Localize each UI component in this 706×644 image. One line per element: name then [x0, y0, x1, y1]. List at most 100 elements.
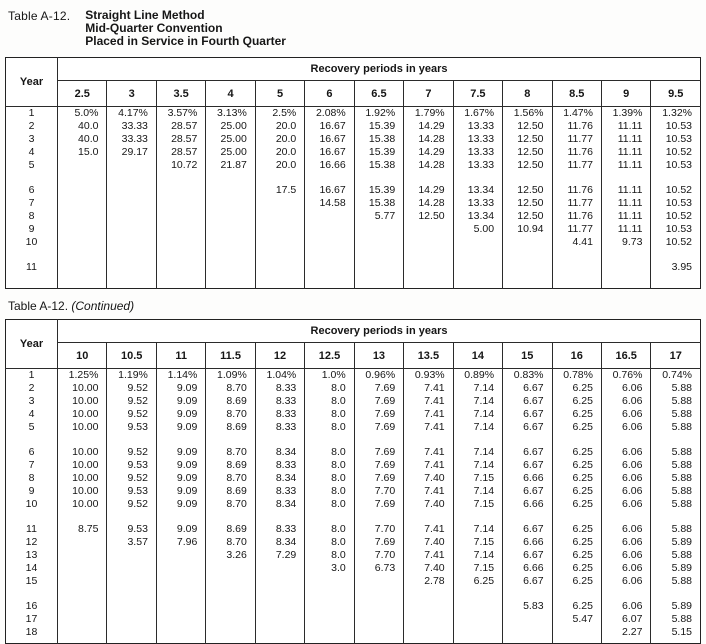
- spacer-cell: [601, 588, 652, 600]
- group-spacer-row: [5, 588, 701, 600]
- value-cell: 8.0: [304, 459, 355, 472]
- value-cell: 20.0: [255, 133, 306, 146]
- value-cell: 7.69: [354, 472, 405, 485]
- value-cell: 10.00: [57, 446, 108, 459]
- value-cell: 20.0: [255, 159, 306, 172]
- title-line-convention: Mid-Quarter Convention: [85, 21, 223, 35]
- value-cell: [156, 210, 207, 223]
- value-cell: 13.33: [453, 120, 504, 133]
- year-row: 1 5.0% 4.17% 3.57% 3.13% 2.5% 2.08% 1.92% 1.79% 1…: [5, 106, 701, 120]
- year-cell: 10: [5, 236, 58, 249]
- year-cell: 14: [5, 562, 58, 575]
- year-row: 3 40.0 33.33 28.57 25.00 20.0 16.67 15.38 14.28 1…: [5, 133, 701, 146]
- spacer-cell: [354, 588, 405, 600]
- period-column-header: 8.5: [552, 80, 602, 107]
- value-cell: [453, 261, 504, 274]
- value-cell: 8.0: [304, 395, 355, 408]
- value-cell: 7.70: [354, 523, 405, 536]
- value-cell: 33.33: [106, 120, 157, 133]
- spacer-cell: [205, 639, 256, 644]
- value-cell: 28.57: [156, 120, 207, 133]
- value-cell: 7.14: [453, 523, 504, 536]
- value-cell: [57, 184, 108, 197]
- year-row: 5 10.00 9.53 9.09 8.69 8.33 8.0 7.69 7.41 7.14 6.6…: [5, 421, 701, 434]
- value-cell: 6.67: [502, 382, 553, 395]
- spacer-cell: [552, 249, 602, 261]
- value-cell: 7.40: [403, 536, 454, 549]
- value-cell: 11.11: [601, 184, 652, 197]
- value-cell: [57, 159, 108, 172]
- value-cell: 5.89: [671, 562, 692, 574]
- value-cell: 6.06: [601, 446, 652, 459]
- spacer-cell: [255, 249, 306, 261]
- spacer-cell: [403, 249, 454, 261]
- value-cell: [304, 210, 355, 223]
- year-cell: 7: [5, 459, 58, 472]
- value-cell: 17.5: [255, 184, 306, 197]
- year-row: 3 10.00 9.52 9.09 8.69 8.33 8.0 7.69 7.41 7.14 6.6…: [5, 395, 701, 408]
- value-cell: [57, 223, 108, 236]
- group-spacer-row: [5, 274, 701, 289]
- value-cell: 10.52: [665, 236, 692, 248]
- value-cell: 29.17: [106, 146, 157, 159]
- value-cell: 1.0%: [304, 368, 355, 382]
- period-column-header: 14: [453, 342, 504, 369]
- value-cell: 25.00: [205, 146, 256, 159]
- value-cell: 11.11: [601, 210, 652, 223]
- value-cell: 8.70: [205, 382, 256, 395]
- spacer-cell: [255, 434, 306, 446]
- spacer-cell: [57, 172, 108, 184]
- year-cell: 9: [5, 485, 58, 498]
- period-column-header: 7: [403, 80, 454, 107]
- spacer-cell: [57, 274, 108, 289]
- value-cell: [106, 223, 157, 236]
- value-cell: 5.88: [671, 421, 692, 433]
- spacer-cell: [651, 172, 701, 184]
- value-cell: 7.69: [354, 536, 405, 549]
- spacer-cell: [651, 639, 701, 644]
- value-cell: 5.89: [671, 600, 692, 612]
- value-cell: [304, 223, 355, 236]
- period-column-header: 7.5: [453, 80, 504, 107]
- value-cell: [57, 536, 108, 549]
- value-cell: 15.39: [354, 184, 405, 197]
- spacer-cell: [255, 274, 306, 289]
- year-row: 8 10.00 9.52 9.09 8.70 8.34 8.0 7.69 7.40 7.15 6.6…: [5, 472, 701, 485]
- year-row: 14 3.0 6.73 7.40 7.15 6.66 6.25 6.06 5.89: [5, 562, 701, 575]
- period-column-header: 4: [205, 80, 256, 107]
- value-cell: [106, 600, 157, 613]
- value-cell: 6.25: [552, 575, 602, 588]
- value-cell: [205, 600, 256, 613]
- value-cell: 5.88: [671, 523, 692, 535]
- spacer-cell: [57, 434, 108, 446]
- value-cell: 1.79%: [403, 106, 454, 120]
- value-cell: 10.52: [665, 210, 692, 222]
- value-cell: 8.69: [205, 459, 256, 472]
- spacer-cell: [453, 172, 504, 184]
- value-cell: 6.25: [552, 600, 602, 613]
- value-cell: 7.69: [354, 421, 405, 434]
- table1-title-lines: Straight Line Method Mid-Quarter Convent…: [85, 9, 286, 48]
- year-cell: 9: [5, 223, 58, 236]
- value-cell: 40.0: [57, 120, 108, 133]
- value-cell: 8.34: [255, 536, 306, 549]
- year-row: 2 40.0 33.33 28.57 25.00 20.0 16.67 15.39 14.29 1…: [5, 120, 701, 133]
- value-cell: 6.06: [601, 472, 652, 485]
- value-cell: [57, 600, 108, 613]
- year-cell: 10: [5, 498, 58, 511]
- value-cell: [453, 613, 504, 626]
- value-cell: 8.69: [205, 523, 256, 536]
- value-cell: [156, 236, 207, 249]
- period-column-header: 6.5: [354, 80, 405, 107]
- value-cell: 6.73: [354, 562, 405, 575]
- value-cell: 6.66: [502, 498, 553, 511]
- spacer-cell: [403, 434, 454, 446]
- spacer-cell: [304, 511, 355, 523]
- value-cell: [106, 197, 157, 210]
- spacer-cell: [453, 249, 504, 261]
- value-cell: 5.88: [671, 485, 692, 497]
- value-cell: 11.11: [601, 223, 652, 236]
- value-cell: 9.09: [156, 382, 207, 395]
- spacer-cell: [106, 274, 157, 289]
- value-cell: [57, 575, 108, 588]
